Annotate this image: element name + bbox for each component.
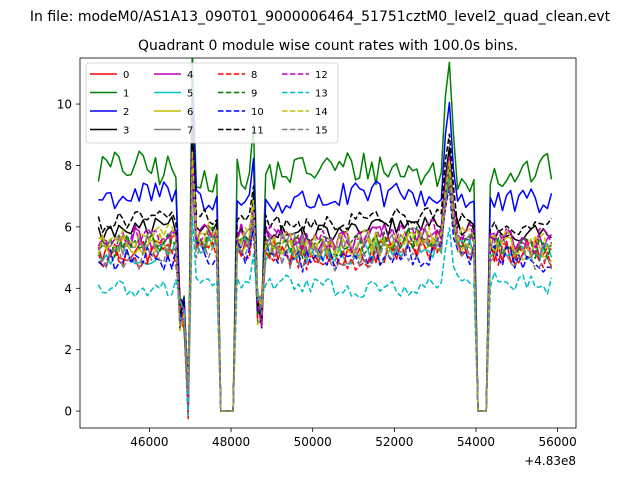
legend-label-14: 14 [315, 107, 328, 118]
series-line-15 [98, 177, 553, 412]
x-offset-label: +4.83e8 [524, 454, 576, 468]
chart-title: Quadrant 0 module wise count rates with … [138, 38, 518, 54]
legend-label-13: 13 [315, 89, 328, 100]
series-line-14 [97, 150, 553, 412]
legend-label-5: 5 [187, 89, 193, 100]
y-tick-label: 4 [64, 282, 72, 296]
legend-box [85, 62, 339, 144]
y-tick-label: 8 [64, 159, 72, 173]
y-tick-label: 0 [64, 405, 72, 419]
x-tick-label: 56000 [539, 435, 577, 449]
legend-label-9: 9 [251, 89, 257, 100]
y-axis: 0 2 4 6 8 10 [57, 98, 80, 419]
figure-suptitle: In file: modeM0/AS1A13_090T01_9000006464… [30, 9, 611, 25]
legend-label-0: 0 [123, 70, 129, 81]
legend-label-2: 2 [123, 107, 129, 118]
y-tick-label: 10 [57, 98, 72, 112]
legend-label-4: 4 [187, 70, 193, 81]
x-tick-label: 52000 [375, 435, 413, 449]
y-tick-label: 2 [64, 343, 72, 357]
plot-frame [79, 57, 577, 429]
legend-label-12: 12 [315, 70, 328, 81]
legend-label-7: 7 [187, 126, 193, 137]
legend-label-8: 8 [251, 70, 257, 81]
x-tick-label: 50000 [294, 435, 332, 449]
legend-label-1: 1 [123, 89, 129, 100]
y-tick-label: 6 [64, 220, 72, 234]
legend-label-10: 10 [251, 107, 264, 118]
legend-label-11: 11 [251, 126, 264, 137]
legend-label-3: 3 [123, 126, 129, 137]
legend-label-6: 6 [187, 107, 193, 118]
x-axis: 46000 48000 50000 52000 54000 56000 [130, 428, 577, 449]
series-layer [97, 58, 553, 420]
x-tick-label: 54000 [457, 435, 495, 449]
x-tick-label: 48000 [212, 435, 250, 449]
x-tick-label: 46000 [130, 435, 168, 449]
legend-label-15: 15 [315, 126, 328, 137]
